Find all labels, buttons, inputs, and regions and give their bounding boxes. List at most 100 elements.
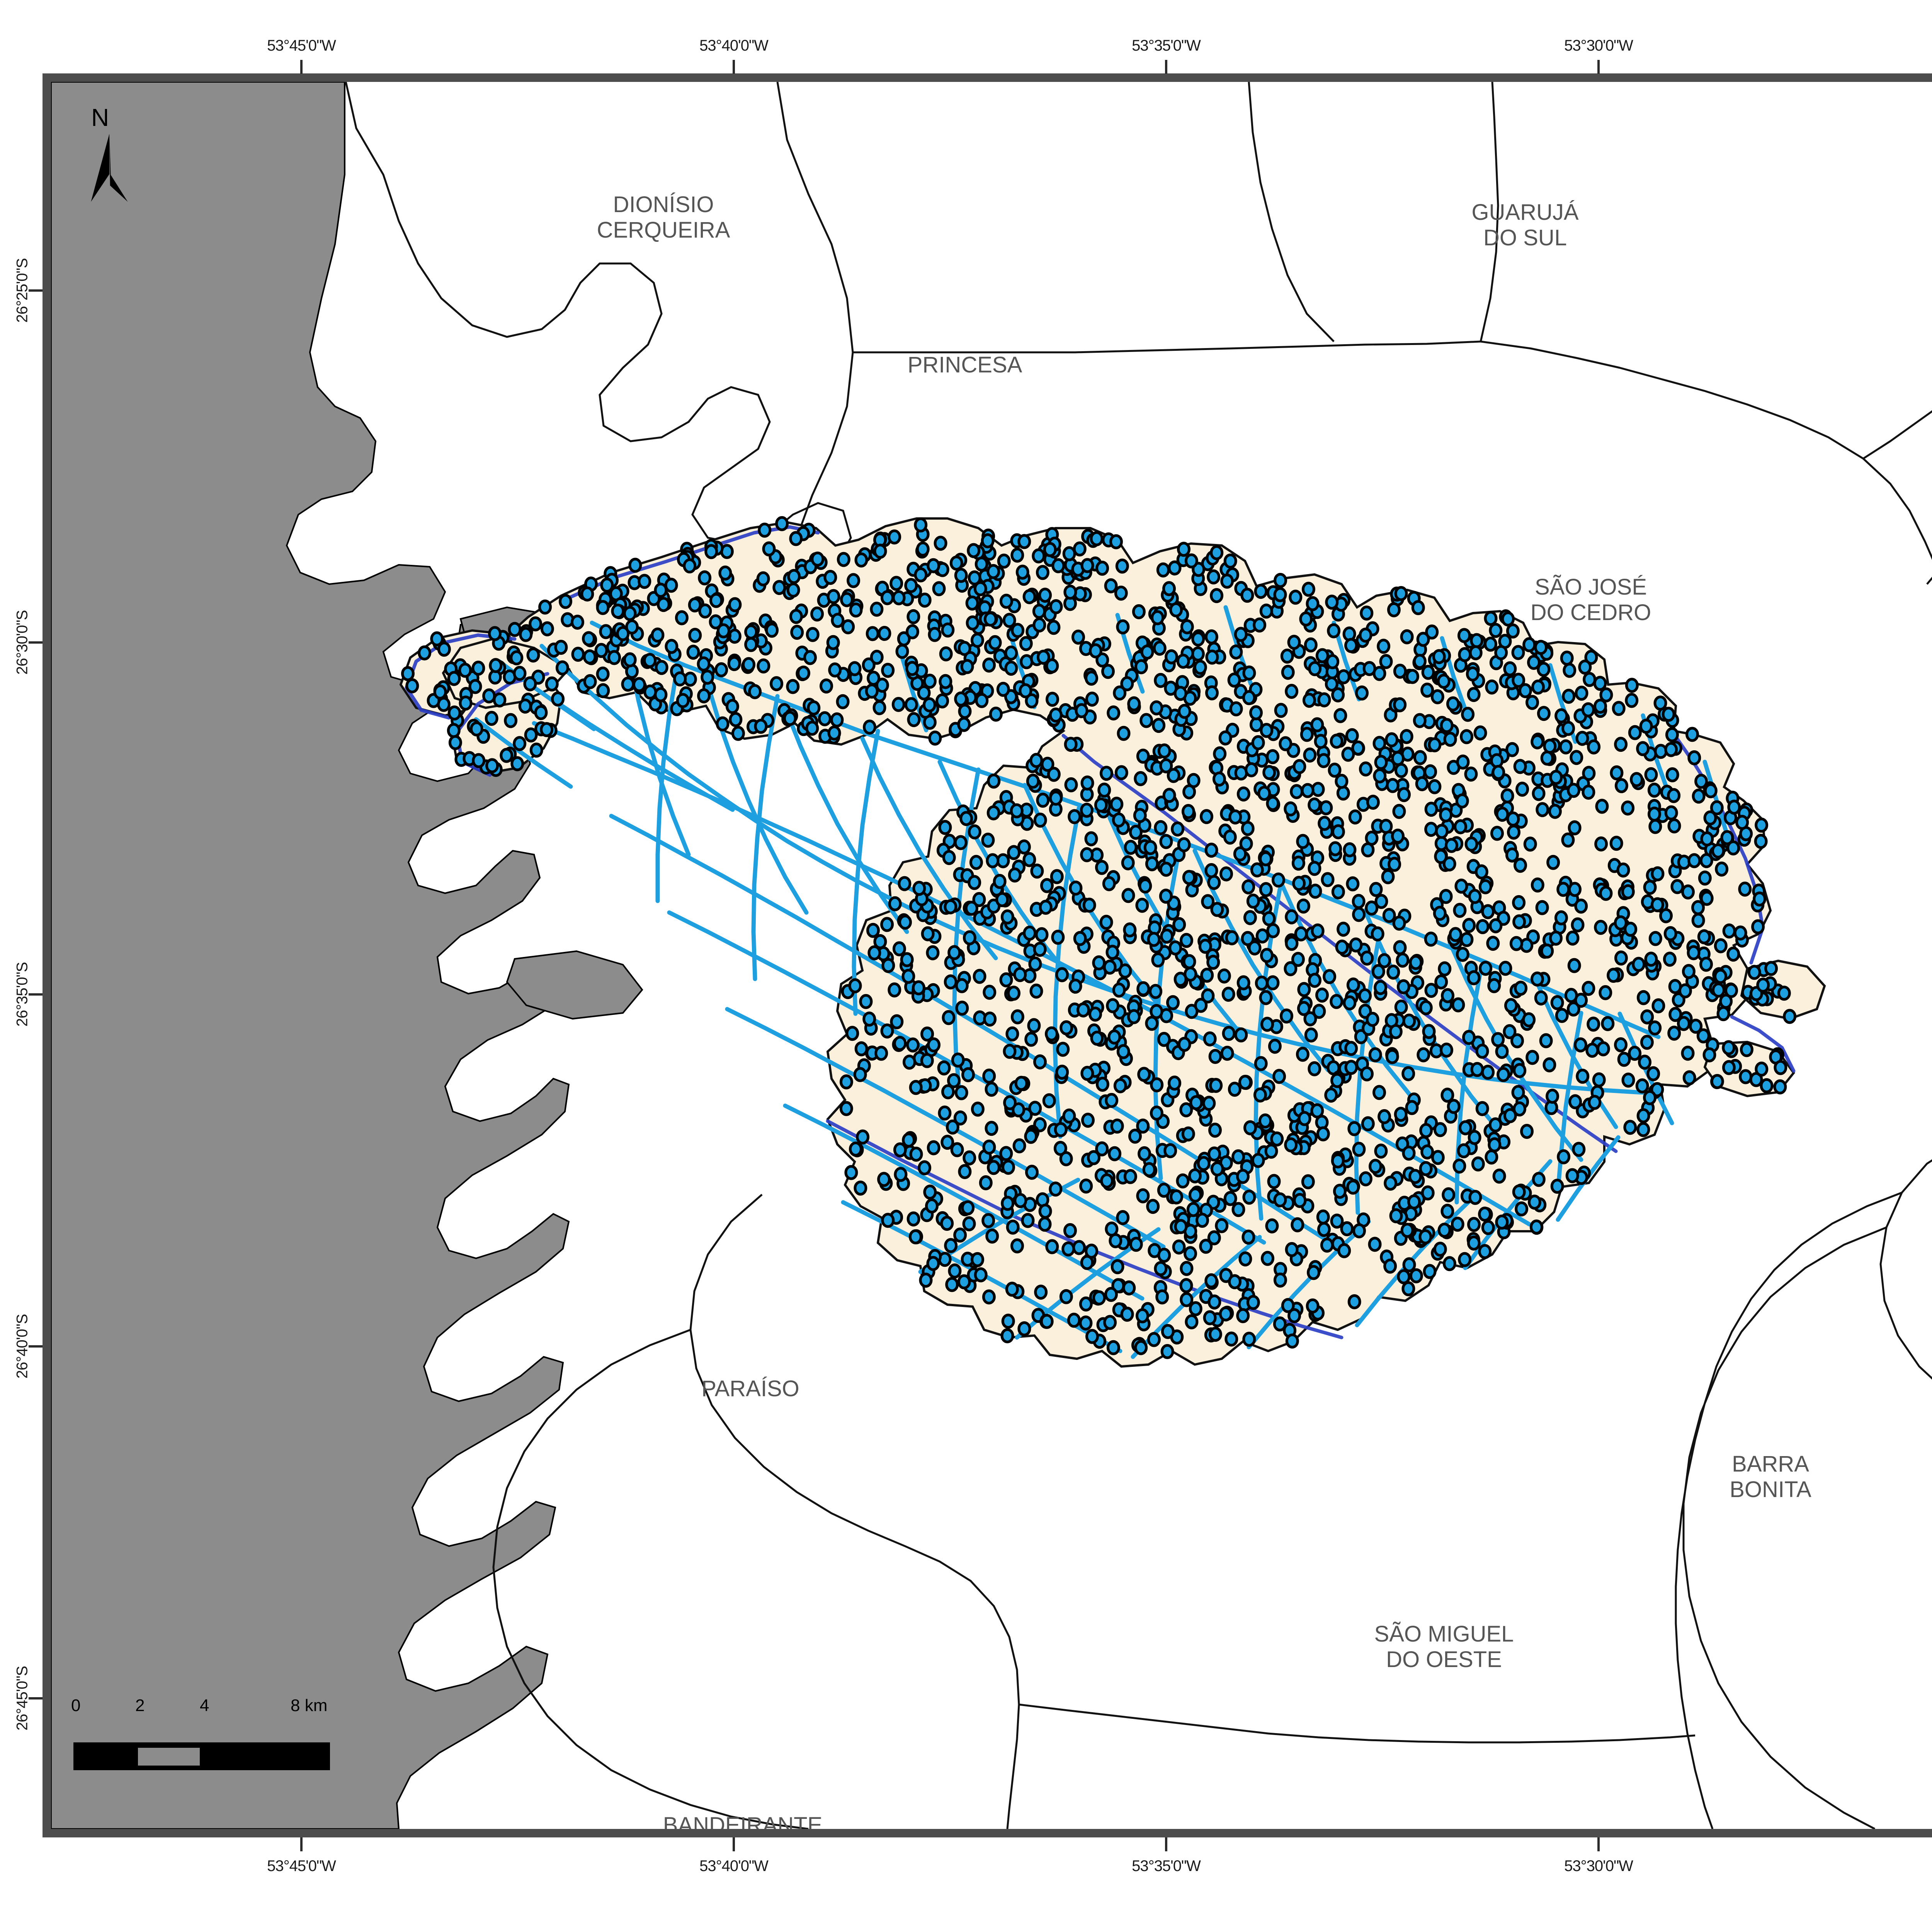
spring-point [1321, 872, 1335, 887]
spring-point [1466, 666, 1480, 681]
spring-point [1032, 617, 1046, 633]
spring-point [1290, 784, 1304, 799]
spring-point [1702, 1047, 1716, 1062]
spring-point [1534, 640, 1548, 655]
spring-point [1241, 931, 1255, 946]
spring-point [1229, 701, 1243, 717]
spring-point [1365, 900, 1379, 916]
spring-point [955, 978, 969, 993]
spring-point [1099, 914, 1113, 930]
spring-point [1421, 1185, 1435, 1201]
spring-point [973, 581, 987, 597]
spring-point [1492, 1168, 1506, 1184]
spring-point [1424, 931, 1438, 947]
spring-point [1648, 1020, 1662, 1036]
spring-point [1266, 975, 1280, 991]
spring-point [1623, 1120, 1637, 1135]
spring-point [898, 914, 912, 930]
spring-point [1116, 1044, 1130, 1059]
spring-point [1236, 1308, 1250, 1323]
spring-point [1333, 708, 1347, 723]
spring-point [875, 678, 889, 693]
spring-point [1173, 972, 1187, 987]
spring-point [1648, 806, 1661, 822]
spring-point [1783, 1009, 1797, 1024]
spring-point [1033, 942, 1047, 957]
spring-point [853, 1067, 867, 1082]
spring-point [1243, 1120, 1257, 1135]
spring-point [1511, 645, 1525, 660]
spring-point [1188, 1187, 1202, 1203]
spring-point [960, 659, 974, 674]
spring-point [968, 875, 981, 890]
spring-point [1080, 802, 1094, 818]
spring-point [1145, 1016, 1159, 1031]
spring-point [1326, 654, 1340, 670]
spring-point [1420, 1144, 1434, 1160]
spring-point [401, 666, 415, 681]
spring-point [688, 628, 702, 643]
spring-point [892, 941, 906, 957]
spring-point [981, 1213, 995, 1228]
spring-point [1041, 756, 1054, 772]
spring-point [1531, 877, 1544, 893]
spring-point [848, 661, 862, 676]
spring-point [1407, 1194, 1421, 1210]
spring-point [1208, 1122, 1222, 1138]
spring-point [744, 624, 758, 640]
spring-point [1432, 649, 1446, 664]
spring-point [1624, 921, 1638, 937]
spring-point [1681, 1045, 1695, 1061]
spring-point [1485, 679, 1499, 695]
spring-point [1179, 1278, 1193, 1293]
spring-point [1231, 1149, 1245, 1164]
spring-point [1046, 692, 1059, 707]
main-map-canvas[interactable] [51, 82, 1932, 1829]
spring-point [654, 583, 668, 598]
spring-point [975, 693, 989, 708]
spring-point [1343, 842, 1357, 858]
spring-point [1273, 1316, 1287, 1332]
spring-point [744, 637, 758, 652]
spring-point [673, 671, 687, 687]
spring-point [1755, 817, 1769, 833]
spring-point [1546, 855, 1560, 870]
spring-point [1581, 702, 1595, 717]
neighbor-label-guaruj-dosul: GUARUJÁ DO SUL [1471, 200, 1579, 251]
spring-point [1228, 1274, 1242, 1290]
spring-point [727, 656, 741, 671]
spring-point [1013, 967, 1027, 982]
spring-point [433, 684, 447, 700]
spring-point [1400, 1223, 1414, 1238]
spring-point [1267, 1174, 1281, 1189]
spring-point [955, 1001, 969, 1016]
main-map-frame[interactable]: 0 2 4 8 km N DIONÍSIO CERQUEIRA PRINCESA GU… [43, 73, 1932, 1837]
spring-point [1176, 654, 1190, 669]
spring-point [725, 699, 739, 714]
spring-point [1344, 638, 1358, 653]
spring-point [1417, 1047, 1430, 1062]
spring-point [1585, 1043, 1599, 1058]
spring-point [1430, 689, 1444, 704]
spring-point [1064, 737, 1078, 752]
spring-point [927, 1140, 940, 1156]
spring-point [935, 693, 949, 709]
spring-point [1223, 1191, 1237, 1206]
spring-point [1471, 1156, 1485, 1172]
spring-point [1644, 767, 1658, 782]
spring-point [1225, 930, 1239, 945]
spring-point [909, 1080, 923, 1095]
spring-point [1177, 542, 1190, 557]
spring-point [893, 1142, 907, 1157]
spring-point [862, 1011, 876, 1027]
spring-point [926, 945, 940, 960]
spring-point [920, 1026, 934, 1042]
spring-point [830, 712, 844, 727]
spring-point [906, 609, 920, 624]
spring-point [1159, 889, 1173, 904]
spring-point [1352, 894, 1366, 909]
spring-point [1205, 685, 1219, 700]
spring-point [823, 570, 837, 585]
spring-point [1069, 880, 1083, 896]
spring-point [837, 552, 850, 567]
